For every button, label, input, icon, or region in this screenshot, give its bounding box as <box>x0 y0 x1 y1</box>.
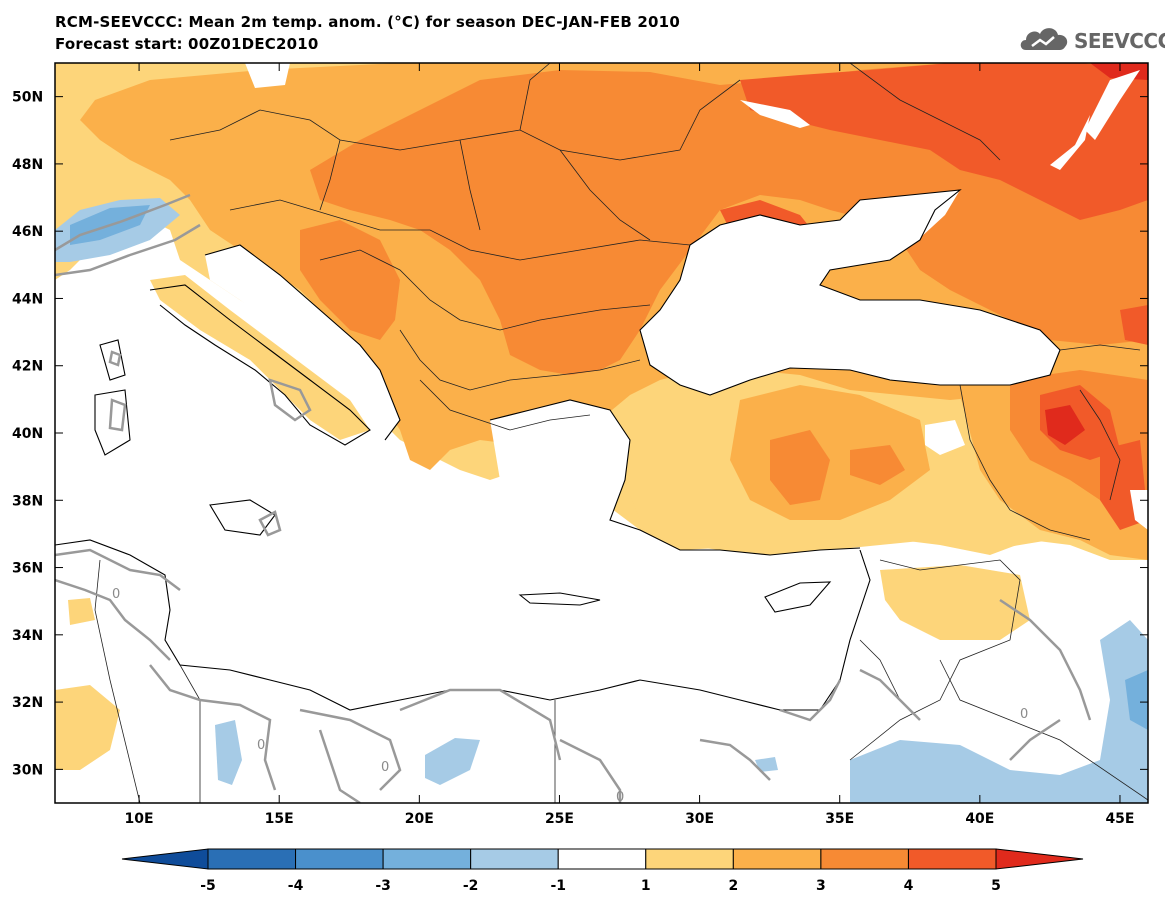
colorbar-label: -1 <box>550 878 566 894</box>
colorbar-box <box>207 848 297 870</box>
colorbar-box <box>645 848 734 870</box>
contour-label: 0 <box>257 738 265 753</box>
mediterranean-sea <box>55 430 870 710</box>
north-white-streak2 <box>1085 70 1140 140</box>
colorbar-box <box>907 848 997 870</box>
anomaly-5-plus-patch <box>1045 405 1085 445</box>
lat-label: 48N <box>12 157 43 173</box>
colorbar-box <box>820 848 909 870</box>
colorbar-label: 2 <box>728 878 738 894</box>
seevccc-logo: SEEVCCC <box>1018 22 1165 58</box>
anomaly-4-5-region <box>740 63 1148 220</box>
colorbar-end-low <box>121 848 209 870</box>
anomaly-italy-region <box>150 275 370 440</box>
colorbar-box <box>732 848 822 870</box>
contour-label: 0 <box>1020 707 1028 722</box>
anomaly-neg-arabia-dark <box>1125 670 1148 730</box>
lat-label: 34N <box>12 628 43 644</box>
lat-label: 40N <box>12 426 43 442</box>
colorbar-label: -2 <box>463 878 479 894</box>
lat-label: 42N <box>12 359 43 375</box>
anomaly-east-red-patch <box>1120 305 1148 345</box>
colorbar-label: -3 <box>375 878 391 894</box>
anomaly-tunisia-patch <box>68 598 95 625</box>
colorbar-label: 3 <box>816 878 826 894</box>
lat-label: 38N <box>12 493 43 509</box>
colorbar-end-high <box>995 848 1084 870</box>
lat-label: 32N <box>12 695 43 711</box>
contour-label: 0 <box>112 587 120 602</box>
colorbar-box <box>557 848 647 870</box>
lat-label: 50N <box>12 90 43 106</box>
black-sea <box>640 190 1060 395</box>
forecast-start-subtitle: Forecast start: 00Z01DEC2010 <box>55 35 319 53</box>
adriatic-sea <box>205 245 400 440</box>
lat-label: 30N <box>12 762 43 778</box>
contour-label: 0 <box>616 790 624 805</box>
anomaly-neg-egypt <box>755 757 778 772</box>
aegean-sea <box>490 400 630 540</box>
colorbar-box <box>382 848 472 870</box>
anomaly-balkan-3-4 <box>300 220 400 340</box>
lat-label: 46N <box>12 224 43 240</box>
zero-contours <box>55 193 1092 803</box>
colorbar: -5 -4 -3 -2 -1 1 2 3 4 5 <box>121 848 1084 894</box>
longitude-axis: 10E 15E 20E 25E 30E 35E 40E 45E <box>125 63 1134 827</box>
lon-label: 35E <box>825 811 854 827</box>
lon-label: 40E <box>965 811 994 827</box>
colorbar-label: -4 <box>288 878 304 894</box>
colorbar-label: -5 <box>200 878 216 894</box>
north-white-streak1 <box>740 100 810 128</box>
sea-of-azov <box>838 190 960 252</box>
cloud-icon <box>1020 28 1068 50</box>
logo-text: SEEVCCC <box>1074 29 1165 53</box>
anomaly-neg-arabia <box>850 620 1148 803</box>
latitude-axis: 30N 32N 34N 36N 38N 40N 42N 44N 46N 48N 50N <box>12 90 1148 778</box>
lat-label: 44N <box>12 291 43 307</box>
colorbar-box <box>470 848 559 870</box>
lon-label: 30E <box>685 811 714 827</box>
contour-label: 0 <box>381 760 389 775</box>
lon-label: 10E <box>125 811 154 827</box>
lon-label: 45E <box>1105 811 1134 827</box>
tyrrhenian-sea <box>120 300 300 480</box>
lon-label: 15E <box>265 811 294 827</box>
lon-label: 25E <box>545 811 574 827</box>
anomaly-anatolia-3-4b <box>850 445 905 485</box>
map-content: 0 0 0 0 0 <box>55 63 1148 805</box>
anatolia-white-patch <box>925 420 965 455</box>
map-title: RCM-SEEVCCC: Mean 2m temp. anom. (°C) fo… <box>55 13 680 31</box>
anomaly-anatolia-3-4 <box>770 430 830 505</box>
colorbar-box <box>295 848 384 870</box>
north-white-streak3 <box>1050 115 1090 170</box>
lat-label: 36N <box>12 561 43 577</box>
lon-label: 20E <box>405 811 434 827</box>
colorbar-label: 5 <box>991 878 1001 894</box>
anomaly-levant-region <box>880 565 1030 640</box>
anomaly-libya-patch <box>55 685 120 770</box>
colorbar-label: 4 <box>904 878 914 894</box>
colorbar-label: 1 <box>641 878 651 894</box>
anomaly-neg-libya <box>215 720 242 785</box>
anomaly-neg-libya2 <box>425 738 480 785</box>
